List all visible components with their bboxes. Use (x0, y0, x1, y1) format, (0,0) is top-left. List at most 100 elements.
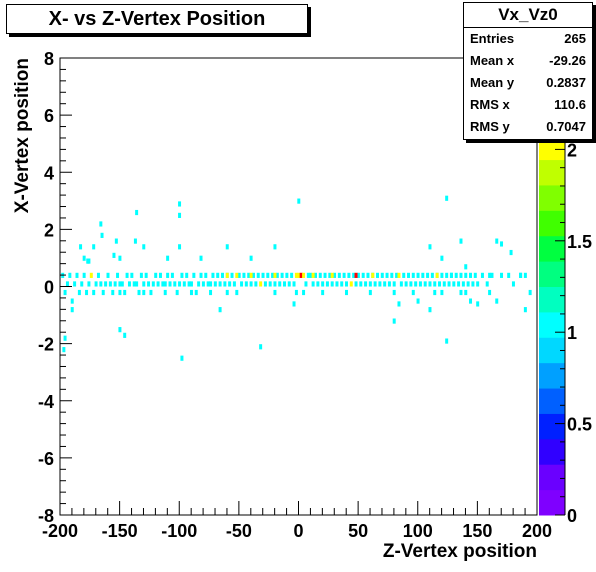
heatmap-cell (70, 298, 74, 304)
stats-label: Mean x (470, 53, 515, 68)
heatmap-cell (80, 281, 84, 287)
heatmap-cell (445, 195, 449, 201)
y-tick-label: 2 (44, 220, 54, 240)
heatmap-cell (170, 272, 174, 278)
heatmap-cell (166, 272, 170, 278)
heatmap-cell (127, 281, 131, 287)
heatmap-cell (440, 289, 444, 296)
heatmap-cell (147, 281, 151, 287)
stats-box: Vx_Vz0 Entries 265 Mean x -29.26 Mean y … (463, 2, 593, 140)
heatmap-cell (328, 272, 332, 278)
heatmap-cell (104, 281, 108, 287)
heatmap-cell (161, 281, 165, 287)
heatmap-cell (359, 281, 363, 287)
heatmap-cell (457, 281, 461, 287)
heatmap-cell (523, 272, 527, 278)
heatmap-cell (118, 289, 122, 296)
heatmap-cell (471, 281, 475, 287)
heatmap-cell (435, 272, 439, 278)
heatmap-cell (392, 281, 396, 287)
heatmap-cell (330, 272, 334, 278)
heatmap-cell (92, 244, 96, 250)
heatmap-cell (263, 281, 267, 287)
stats-label: RMS x (470, 97, 510, 112)
heatmap-cell (311, 281, 315, 287)
heatmap-cell (366, 272, 370, 278)
stats-value: 0.2837 (546, 75, 586, 90)
heatmap-cell (232, 281, 236, 287)
heatmap-cell (62, 347, 66, 353)
heatmap-cell (280, 272, 284, 278)
heatmap-cell (440, 255, 444, 261)
heatmap-cell (376, 272, 379, 278)
heatmap-cell (318, 272, 322, 278)
heatmap-cell (297, 198, 301, 204)
chart-title: X- vs Z-Vertex Position (6, 4, 308, 34)
heatmap-cell (407, 272, 411, 278)
palette-swatch (539, 388, 565, 414)
heatmap-cell (254, 281, 258, 287)
heatmap-cell (197, 281, 201, 287)
heatmap-cell (118, 255, 122, 261)
palette-swatch (539, 159, 565, 186)
heatmap-cell (476, 281, 480, 287)
heatmap-cell (180, 272, 184, 278)
heatmap-cell (63, 289, 67, 296)
heatmap-cell (390, 272, 394, 278)
heatmap-cell (354, 272, 358, 278)
stats-label: Entries (470, 31, 515, 46)
y-tick-label: -6 (38, 449, 54, 469)
heatmap-cell (480, 272, 484, 278)
heatmap-cell (213, 281, 217, 287)
heatmap-cell (347, 272, 351, 278)
y-tick-label: 0 (44, 278, 54, 298)
heatmap-cell (201, 281, 205, 287)
heatmap-cell (495, 238, 499, 244)
heatmap-cell (368, 281, 372, 287)
stats-label: Mean y (470, 75, 515, 90)
heatmap-cell (228, 281, 232, 287)
heatmap-cell (440, 272, 444, 278)
heatmap-cell (352, 272, 356, 278)
heatmap-cell (256, 272, 260, 278)
heatmap-cell (166, 255, 170, 261)
heatmap-cell (101, 289, 105, 296)
heatmap-cell (259, 281, 263, 287)
heatmap-cell (306, 272, 310, 278)
palette-tick-label: 0 (567, 506, 577, 526)
heatmap-cell (302, 272, 306, 278)
heatmap-cell (476, 301, 480, 307)
heatmap-cell (323, 272, 327, 278)
heatmap-cell (404, 281, 408, 287)
heatmap-cell (168, 281, 172, 287)
stats-row: Mean x -29.26 (464, 50, 592, 72)
heatmap-cell (114, 238, 118, 244)
heatmap-cell (106, 272, 110, 278)
heatmap-cell (77, 289, 81, 296)
heatmap-cell (275, 272, 279, 278)
heatmap-cell (282, 281, 286, 287)
palette-swatch (539, 464, 565, 491)
heatmap-cell (156, 281, 160, 287)
heatmap-cell (461, 281, 465, 287)
heatmap-cell (118, 281, 122, 287)
heatmap-cell (142, 244, 146, 250)
heatmap-cell (321, 281, 325, 287)
heatmap-cell (135, 209, 139, 216)
heatmap-cell (466, 281, 470, 287)
heatmap-cell (397, 272, 401, 278)
heatmap-cell (261, 272, 265, 278)
heatmap-cell (433, 281, 437, 287)
heatmap-cell (426, 272, 430, 278)
heatmap-cell (411, 272, 415, 278)
heatmap-cell (330, 281, 334, 287)
heatmap-cell (392, 318, 396, 324)
heatmap-cell (135, 281, 139, 287)
y-axis: -8 -6 -4 -2 0 2 4 6 8 (38, 49, 72, 526)
heatmap-cell (345, 289, 348, 296)
heatmap-cell (373, 281, 377, 287)
stats-label: RMS y (470, 119, 510, 134)
heatmap-cell (473, 272, 477, 278)
heatmap-cell (180, 355, 184, 361)
heatmap-cell (445, 338, 449, 344)
